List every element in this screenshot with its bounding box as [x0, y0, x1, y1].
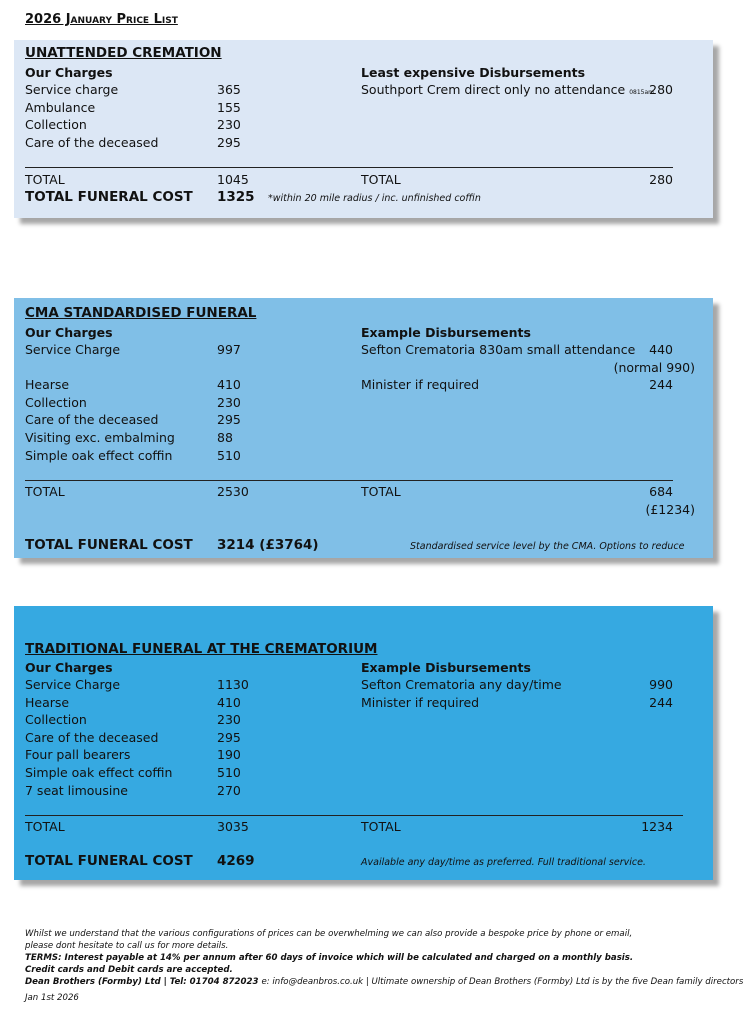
charge-label: Simple oak effect coffin [25, 447, 173, 463]
footer-contact: Dean Brothers (Formby) Ltd | Tel: 01704 … [25, 976, 743, 988]
disbursement-text: Southport Crem direct only no attendance [361, 82, 626, 97]
grand-label: TOTAL FUNERAL COST [25, 853, 193, 869]
company-tel: Dean Brothers (Formby) Ltd | Tel: 01704 … [25, 977, 259, 987]
footer-line: please dont hesitate to call us for more… [25, 941, 229, 951]
disbursement-sub: (normal 990) [613, 359, 695, 375]
charge-label: Service Charge [25, 342, 121, 357]
charge-label: 7 seat limousine [25, 782, 128, 798]
total-rule [25, 167, 673, 168]
disbursement-text: Minister if required [361, 377, 480, 393]
charges-total: 3035 [217, 819, 249, 834]
total-label: TOTAL [25, 172, 65, 187]
charge-value: 295 [217, 412, 241, 428]
section-title: UNATTENDED CREMATION [25, 45, 222, 61]
disbursement-label: Southport Crem direct only no attendance… [361, 81, 654, 101]
section-title: CMA STANDARDISED FUNERAL [25, 305, 257, 321]
total-label: TOTAL [25, 484, 65, 499]
charge-label: Collection [25, 712, 87, 728]
disbursement-value: 244 [649, 694, 673, 710]
charge-label: Collection [25, 394, 87, 410]
disbursements-total: 684 [649, 484, 673, 499]
charge-value: 230 [217, 712, 241, 728]
charge-value: 365 [217, 82, 241, 97]
total-rule [25, 480, 673, 481]
charge-value: 410 [217, 694, 241, 710]
disbursement-text: Sefton Crematoria any day/time [361, 677, 562, 692]
section-box: CMA STANDARDISED FUNERAL Our Charges Examp… [14, 298, 713, 558]
section-note: *within 20 mile radius / inc. unfinished… [268, 193, 481, 204]
disbursement-label: Sefton Crematoria any day/time [361, 676, 562, 693]
grand-label: TOTAL FUNERAL COST [25, 537, 193, 553]
charge-label: Simple oak effect coffin [25, 765, 173, 780]
charge-label: Four pall bearers [25, 747, 131, 763]
charge-value: 510 [217, 765, 241, 780]
charge-value: 997 [217, 342, 241, 357]
grand-total: 4269 [217, 853, 255, 869]
charge-label: Care of the deceased [25, 412, 159, 428]
disbursement-value: 280 [649, 82, 673, 97]
charge-label: Visiting exc. embalming [25, 430, 175, 445]
contact-text: e: info@deanbros.co.uk | Ultimate owners… [261, 977, 743, 987]
disbursement-text: Sefton Crematoria 830am small attendance [361, 342, 636, 357]
disbursement-label: Sefton Crematoria 830am small attendance [361, 341, 635, 358]
charge-label: Service Charge [25, 677, 121, 692]
footer-date: Jan 1st 2026 [25, 993, 79, 1003]
charge-label: Care of the deceased [25, 134, 159, 150]
disbursements-total: 1234 [641, 819, 673, 834]
section-box: UNATTENDED CREMATION Our Charges Least exp… [14, 40, 713, 218]
disbursements-total: 280 [649, 172, 673, 187]
disbursements-total-label: TOTAL [361, 484, 401, 499]
section-box: TRADITIONAL FUNERAL AT THE CREMATORIUM Ou… [14, 606, 713, 880]
footer-terms: TERMS: Interest payable at 14% per annum… [25, 953, 634, 963]
section-title: TRADITIONAL FUNERAL AT THE CREMATORIUM [25, 641, 378, 657]
charge-label: Collection [25, 117, 87, 133]
charge-label: Care of the deceased [25, 729, 159, 745]
footer-line: Whilst we understand that the various co… [25, 929, 633, 939]
charges-heading: Our Charges [25, 660, 113, 675]
total-rule [25, 815, 683, 816]
disbursements-heading: Least expensive Disbursements [361, 65, 586, 80]
footer-terms: Credit cards and Debit cards are accepte… [25, 965, 233, 975]
disbursements-heading: Example Disbursements [361, 325, 531, 340]
grand-total: 3214 (£3764) [217, 537, 319, 553]
charge-value: 190 [217, 747, 241, 763]
disbursements-total-label: TOTAL [361, 819, 401, 834]
grand-label: TOTAL FUNERAL COST [25, 189, 193, 205]
charge-label: Ambulance [25, 99, 96, 115]
charge-value: 1130 [217, 677, 249, 692]
charge-value: 410 [217, 377, 241, 393]
disbursement-value: 244 [649, 377, 673, 393]
charge-value: 295 [217, 729, 241, 745]
charge-value: 510 [217, 447, 241, 463]
disbursement-text: Minister if required [361, 694, 480, 710]
charge-value: 88 [217, 430, 233, 445]
charge-value: 270 [217, 782, 241, 798]
disbursement-value: 990 [649, 677, 673, 692]
disbursement-value: 440 [649, 342, 673, 357]
charges-total: 2530 [217, 484, 249, 499]
charge-value: 230 [217, 117, 241, 133]
disbursement-label: Minister if required [361, 376, 479, 393]
total-label: TOTAL [25, 819, 65, 834]
page-title: 2026 January Price List [25, 12, 178, 27]
charges-heading: Our Charges [25, 65, 113, 80]
charge-value: 295 [217, 134, 241, 150]
charges-heading: Our Charges [25, 325, 113, 340]
disbursement-label: Minister if required [361, 694, 479, 711]
grand-total: 1325 [217, 189, 255, 205]
charge-label: Hearse [25, 694, 70, 710]
charge-value: 230 [217, 394, 241, 410]
charges-total: 1045 [217, 172, 249, 187]
disbursement-time: 0815am [629, 89, 654, 96]
charge-label: Service charge [25, 82, 119, 97]
disbursements-heading: Example Disbursements [361, 660, 531, 675]
section-note: Standardised service level by the CMA. O… [410, 541, 685, 552]
disbursements-total-sub: (£1234) [645, 501, 695, 517]
charge-label: Hearse [25, 377, 70, 393]
section-note: Available any day/time as preferred. Ful… [361, 857, 646, 868]
charge-value: 155 [217, 99, 241, 115]
disbursements-total-label: TOTAL [361, 172, 401, 187]
